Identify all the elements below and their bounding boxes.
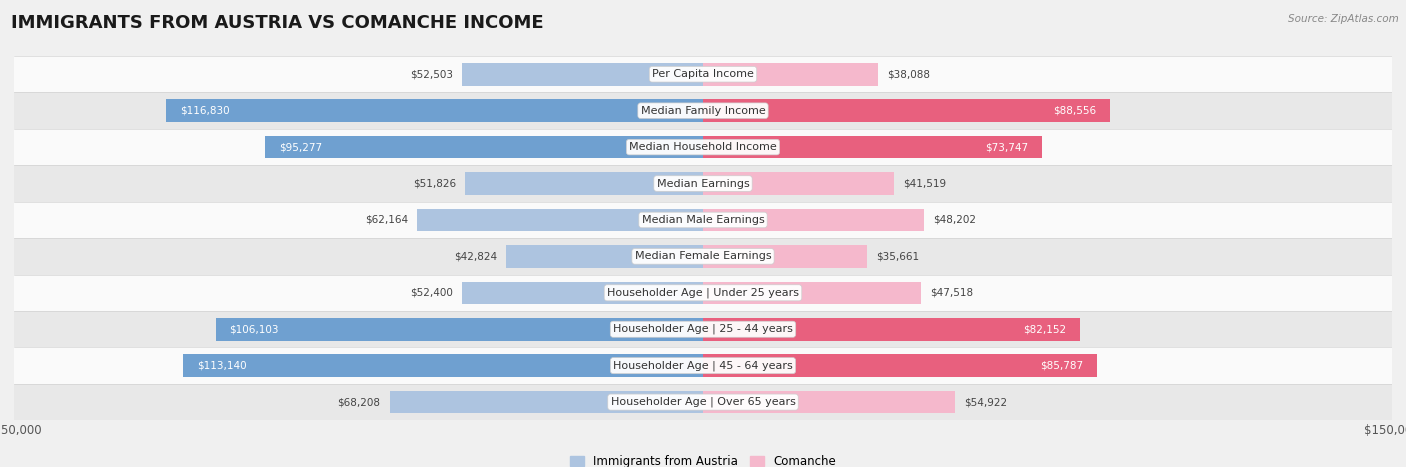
Text: $73,747: $73,747 xyxy=(984,142,1028,152)
Text: Householder Age | Under 25 years: Householder Age | Under 25 years xyxy=(607,288,799,298)
Bar xyxy=(703,99,1109,122)
Bar xyxy=(703,391,955,413)
Text: $82,152: $82,152 xyxy=(1024,324,1067,334)
Bar xyxy=(14,56,1392,92)
Text: Per Capita Income: Per Capita Income xyxy=(652,69,754,79)
Bar xyxy=(703,282,921,304)
Text: Median Family Income: Median Family Income xyxy=(641,106,765,116)
Bar xyxy=(14,275,1392,311)
Text: $51,826: $51,826 xyxy=(412,178,456,189)
Text: $52,400: $52,400 xyxy=(411,288,453,298)
Text: $47,518: $47,518 xyxy=(931,288,973,298)
Bar xyxy=(465,172,703,195)
Bar xyxy=(389,391,703,413)
Text: $42,824: $42,824 xyxy=(454,251,498,262)
Bar xyxy=(166,99,703,122)
Bar xyxy=(703,63,877,85)
Text: $48,202: $48,202 xyxy=(934,215,977,225)
Bar xyxy=(461,63,703,85)
Text: $68,208: $68,208 xyxy=(337,397,381,407)
Text: $88,556: $88,556 xyxy=(1053,106,1095,116)
Text: Median Female Earnings: Median Female Earnings xyxy=(634,251,772,262)
Bar xyxy=(14,347,1392,384)
Bar xyxy=(14,165,1392,202)
Bar xyxy=(266,136,703,158)
Bar xyxy=(14,92,1392,129)
Legend: Immigrants from Austria, Comanche: Immigrants from Austria, Comanche xyxy=(565,450,841,467)
Bar xyxy=(506,245,703,268)
Text: IMMIGRANTS FROM AUSTRIA VS COMANCHE INCOME: IMMIGRANTS FROM AUSTRIA VS COMANCHE INCO… xyxy=(11,14,544,32)
Bar xyxy=(14,129,1392,165)
Text: $113,140: $113,140 xyxy=(197,361,247,371)
Text: Householder Age | 25 - 44 years: Householder Age | 25 - 44 years xyxy=(613,324,793,334)
Text: $85,787: $85,787 xyxy=(1040,361,1083,371)
Bar xyxy=(703,354,1097,377)
Bar xyxy=(703,172,894,195)
Text: $116,830: $116,830 xyxy=(180,106,229,116)
Text: $54,922: $54,922 xyxy=(965,397,1008,407)
Text: $62,164: $62,164 xyxy=(366,215,408,225)
Text: Median Earnings: Median Earnings xyxy=(657,178,749,189)
Text: Median Male Earnings: Median Male Earnings xyxy=(641,215,765,225)
Text: $38,088: $38,088 xyxy=(887,69,931,79)
Bar xyxy=(703,136,1042,158)
Bar xyxy=(183,354,703,377)
Text: Source: ZipAtlas.com: Source: ZipAtlas.com xyxy=(1288,14,1399,24)
Text: Householder Age | Over 65 years: Householder Age | Over 65 years xyxy=(610,397,796,407)
Bar xyxy=(14,202,1392,238)
Text: Median Household Income: Median Household Income xyxy=(628,142,778,152)
Bar xyxy=(215,318,703,340)
Text: $52,503: $52,503 xyxy=(409,69,453,79)
Bar xyxy=(703,318,1080,340)
Bar xyxy=(463,282,703,304)
Bar xyxy=(14,311,1392,347)
Text: $41,519: $41,519 xyxy=(903,178,946,189)
Bar xyxy=(703,209,924,231)
Bar xyxy=(14,384,1392,420)
Text: $106,103: $106,103 xyxy=(229,324,278,334)
Bar xyxy=(418,209,703,231)
Text: $35,661: $35,661 xyxy=(876,251,920,262)
Text: $95,277: $95,277 xyxy=(280,142,322,152)
Text: Householder Age | 45 - 64 years: Householder Age | 45 - 64 years xyxy=(613,361,793,371)
Bar xyxy=(14,238,1392,275)
Bar xyxy=(703,245,866,268)
